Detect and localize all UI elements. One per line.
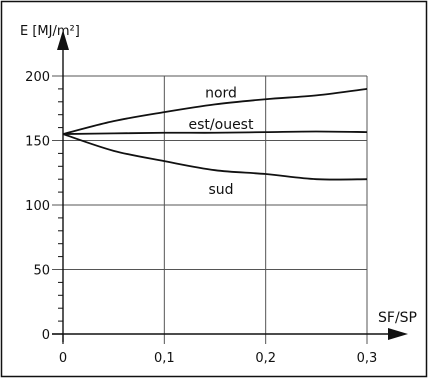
- axes: [52, 30, 408, 342]
- x-tick-label: 0,3: [357, 351, 378, 366]
- y-tick-label: 0: [42, 328, 50, 343]
- series-label: sud: [208, 182, 233, 198]
- tick-labels: 0 50 100 150 200 0 0,1 0,2 0,3: [25, 70, 377, 366]
- x-tick-label: 0,1: [154, 351, 175, 366]
- x-tick-label: 0: [59, 351, 67, 366]
- y-minor-ticks: [58, 88, 63, 322]
- series-label: nord: [205, 85, 237, 101]
- series-label: est/ouest: [189, 117, 254, 133]
- y-tick-label: 50: [33, 264, 50, 279]
- series-line-nord: [62, 88, 368, 135]
- y-tick-label: 200: [25, 70, 50, 85]
- series-lines: [62, 88, 368, 181]
- x-axis-label: SF/SP: [378, 310, 417, 326]
- series-line-sud: [62, 133, 368, 181]
- series-line-est-ouest: [62, 130, 368, 135]
- y-tick-label: 100: [25, 199, 50, 214]
- y-tick-label: 150: [25, 135, 50, 150]
- series-labels: nord est/ouest sud: [189, 85, 254, 198]
- y-axis-label: E [MJ/m²]: [20, 24, 80, 39]
- y-axis-arrow: [57, 30, 69, 50]
- x-axis-arrow: [388, 328, 408, 340]
- x-tick-label: 0,2: [255, 351, 276, 366]
